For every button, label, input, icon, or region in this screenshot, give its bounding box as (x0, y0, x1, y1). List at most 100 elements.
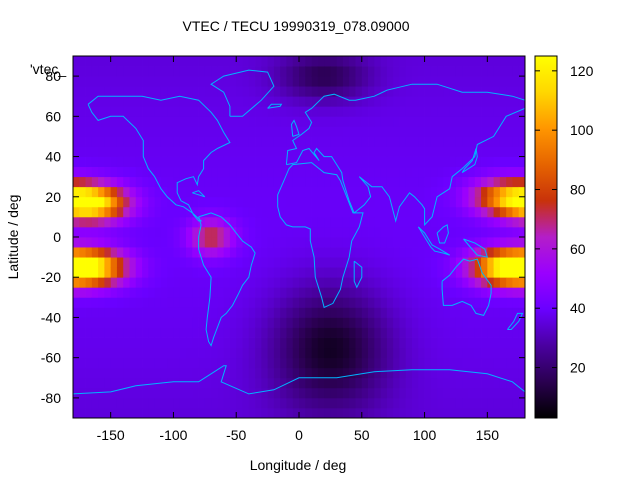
heatmap-cell (198, 377, 206, 389)
heatmap-cell (305, 237, 312, 248)
heatmap-cell (487, 206, 495, 218)
heatmap-cell (481, 387, 488, 399)
heatmap-cell (223, 186, 231, 198)
heatmap-cell (499, 397, 507, 409)
heatmap-cell (342, 257, 350, 268)
heatmap-cell (91, 156, 99, 168)
heatmap-cell (386, 337, 394, 349)
heatmap-cell (186, 146, 193, 157)
heatmap-cell (116, 186, 124, 198)
heatmap-cell (437, 66, 444, 77)
heatmap-cell (474, 96, 482, 107)
heatmap-cell (135, 407, 143, 419)
heatmap-cell (79, 257, 86, 268)
heatmap-cell (91, 106, 99, 117)
heatmap-cell (317, 76, 325, 87)
heatmap-cell (211, 216, 218, 228)
heatmap-cell (399, 106, 407, 117)
heatmap-cell (506, 267, 513, 278)
heatmap-cell (273, 206, 281, 218)
heatmap-cell (443, 327, 451, 338)
heatmap-cell (98, 287, 105, 298)
heatmap-cell (386, 226, 394, 238)
heatmap-cell (91, 407, 99, 419)
heatmap-cell (430, 206, 438, 218)
heatmap-cell (98, 176, 105, 188)
heatmap-cell (299, 327, 306, 338)
heatmap-cell (148, 257, 156, 268)
heatmap-cell (342, 347, 350, 359)
heatmap-cell (273, 96, 281, 107)
heatmap-cell (192, 76, 199, 87)
heatmap-cell (342, 397, 350, 409)
heatmap-cell (248, 357, 256, 369)
heatmap-cell (98, 206, 105, 218)
heatmap-cell (261, 226, 269, 238)
y-tick-label: 0 (53, 229, 61, 245)
heatmap-cell (286, 96, 294, 107)
heatmap-cell (98, 307, 105, 318)
heatmap-cell (512, 196, 520, 208)
heatmap-cell (85, 237, 93, 248)
heatmap-cell (248, 267, 256, 278)
heatmap-cell (242, 156, 250, 168)
heatmap-cell (386, 86, 394, 97)
heatmap-cell (399, 377, 407, 389)
heatmap-cell (167, 387, 174, 399)
heatmap-cell (198, 277, 206, 288)
heatmap-cell (267, 136, 275, 147)
coastline-path (463, 238, 489, 258)
heatmap-cell (468, 267, 476, 278)
heatmap-cell (462, 377, 469, 389)
heatmap-cell (236, 327, 243, 338)
heatmap-cell (299, 196, 306, 208)
heatmap-cell (481, 136, 488, 147)
heatmap-cell (474, 237, 482, 248)
heatmap-cell (455, 126, 463, 137)
heatmap-cell (255, 337, 262, 349)
heatmap-cell (204, 287, 212, 298)
heatmap-cell (160, 357, 168, 369)
heatmap-cell (179, 267, 187, 278)
heatmap-cell (123, 377, 130, 389)
heatmap-cell (116, 56, 124, 67)
heatmap-cell (160, 156, 168, 168)
heatmap-cell (186, 277, 193, 288)
heatmap-cell (399, 156, 407, 168)
heatmap-cell (468, 216, 476, 228)
heatmap-cell (368, 297, 375, 308)
heatmap-cell (116, 297, 124, 308)
heatmap-cell (374, 327, 382, 338)
heatmap-cell (292, 337, 300, 349)
heatmap-cell (393, 176, 400, 188)
heatmap-cell (430, 257, 438, 268)
heatmap-cell (355, 156, 363, 168)
heatmap-cell (167, 297, 174, 308)
heatmap-cell (355, 237, 363, 248)
coastline-path (277, 162, 364, 309)
heatmap-cell (468, 106, 476, 117)
heatmap-cell (449, 96, 457, 107)
heatmap-cell (386, 206, 394, 218)
heatmap-cell (242, 407, 250, 419)
heatmap-cell (393, 267, 400, 278)
heatmap-cell (305, 407, 312, 419)
y-tick-label: 20 (45, 189, 61, 205)
chart-title: VTEC / TECU 19990319_078.09000 (182, 18, 409, 34)
heatmap-cell (430, 136, 438, 147)
heatmap-cell (110, 116, 118, 127)
heatmap-cell (173, 297, 181, 308)
heatmap-cell (405, 186, 413, 198)
heatmap-cell (217, 206, 225, 218)
heatmap-cell (273, 317, 281, 328)
heatmap-cell (110, 226, 118, 238)
heatmap-cell (330, 176, 338, 188)
heatmap-cell (342, 66, 350, 77)
heatmap-cell (311, 327, 319, 338)
heatmap-cell (462, 277, 469, 288)
heatmap-cell (236, 126, 243, 137)
heatmap-cell (405, 106, 413, 117)
heatmap-cell (167, 237, 174, 248)
x-axis-label: Longitude / deg (250, 457, 347, 473)
heatmap-cell (499, 247, 507, 258)
